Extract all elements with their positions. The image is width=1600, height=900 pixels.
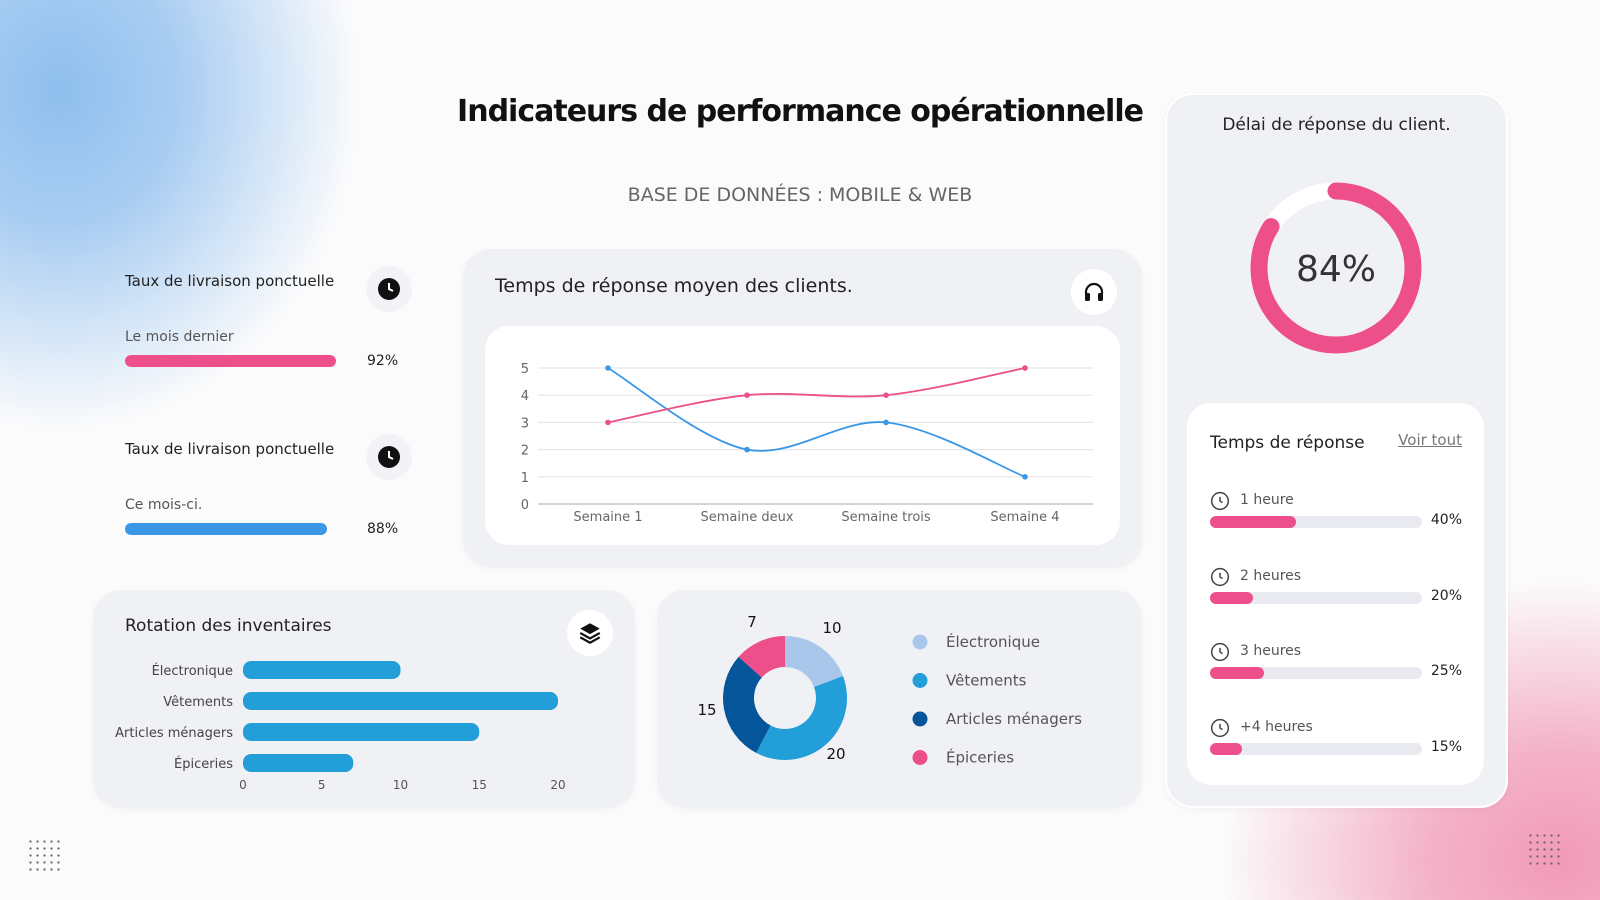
clock-icon [366,434,412,480]
inventory-title: Rotation des inventaires [125,616,332,636]
response-item-label: 3 heures [1240,643,1302,659]
line-series-blue [607,367,1026,478]
kpi-progress-bar [125,355,336,367]
kpi-progress-bar [125,523,327,535]
x-tick-label: Semaine 1 [573,510,642,525]
y-tick-label: 5 [521,362,529,377]
data-point [744,446,750,453]
line-chart-card: Temps de réponse moyen des clients. [463,249,1142,567]
y-tick-label: 4 [521,389,529,404]
see-all-link[interactable]: Voir tout [1398,431,1462,449]
decorative-dots [27,838,63,874]
line-chart-title: Temps de réponse moyen des clients. [495,275,853,297]
category-donut-card [657,590,1142,808]
response-item-fill [1210,516,1297,528]
response-item-fill [1210,591,1254,604]
kpi-label: Taux de livraison ponctuelle [125,272,335,290]
kpi-value: 88% [367,521,399,537]
data-point [883,392,889,399]
y-tick-label: 2 [521,444,529,459]
y-tick-label: 1 [521,471,529,486]
response-item-value: 15% [1430,738,1462,755]
data-point [1022,474,1028,480]
x-tick-label: Semaine deux [700,510,793,525]
response-item-fill [1210,742,1243,755]
kpi-period: Le mois dernier [125,329,234,345]
response-item-label: +4 heures [1240,718,1313,735]
response-item-value: 20% [1430,587,1462,604]
y-tick-label: 3 [521,416,529,431]
data-point [605,419,611,426]
clock-outline-icon [1210,642,1230,666]
response-list-title: Temps de réponse [1210,433,1365,453]
clock-outline-icon [1210,718,1230,742]
kpi-period: Ce mois-ci. [125,497,203,513]
response-time-list: Temps de réponse Voir tout 1 heure 40% 2 h… [1187,403,1484,785]
response-item-value: 40% [1430,512,1462,528]
page-subtitle: BASE DE DONNÉES : MOBILE & WEB [627,184,973,206]
data-point [883,419,889,426]
response-item-track [1210,742,1422,755]
kpi-label: Taux de livraison ponctuelle [125,440,335,458]
response-item-value: 25% [1430,663,1462,679]
clock-outline-icon [1210,491,1230,515]
response-item-label: 2 heures [1240,567,1302,584]
decorative-dots [1527,832,1563,868]
y-tick-label: 0 [521,498,529,513]
data-point [744,392,750,399]
response-item-track [1210,591,1422,604]
data-point [605,365,611,371]
kpi-value: 92% [367,353,399,369]
response-panel: Délai de réponse du client. Temps de rép… [1165,93,1508,808]
layers-icon[interactable] [567,610,613,656]
line-series-pink [607,367,1026,424]
clock-outline-icon [1210,567,1230,591]
clock-icon [366,266,412,312]
inventory-card: Rotation des inventaires [93,590,635,808]
page-title: Indicateurs de performance opérationnell… [457,94,1144,129]
x-tick-label: Semaine 4 [990,510,1059,525]
x-tick-label: Semaine trois [841,510,931,525]
response-item-fill [1210,667,1265,679]
response-panel-title: Délai de réponse du client. [1222,115,1451,135]
response-item-label: 1 heure [1240,492,1294,508]
data-point [1022,365,1028,371]
headphones-icon[interactable] [1071,269,1117,315]
